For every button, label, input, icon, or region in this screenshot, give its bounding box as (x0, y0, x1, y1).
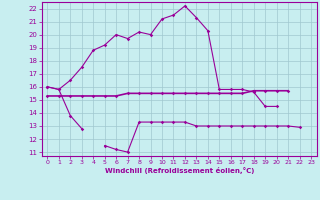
X-axis label: Windchill (Refroidissement éolien,°C): Windchill (Refroidissement éolien,°C) (105, 167, 254, 174)
